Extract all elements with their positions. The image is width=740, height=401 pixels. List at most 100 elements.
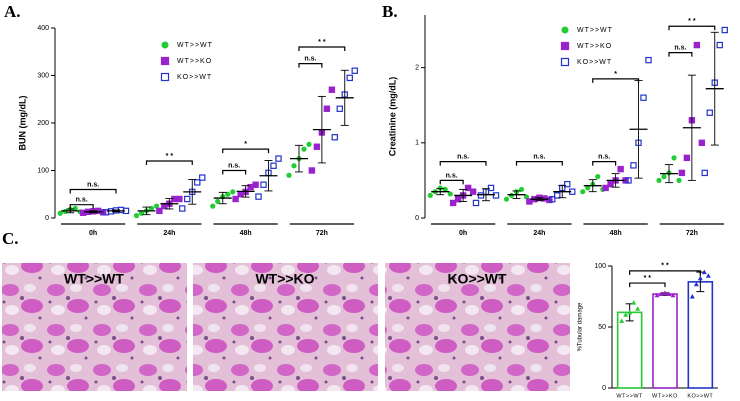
legend-label: WT>>KO: [177, 58, 212, 65]
data-point: [230, 189, 236, 195]
data-point: [160, 72, 170, 82]
significance-bracket: [439, 161, 487, 166]
data-point: [523, 194, 530, 200]
bar: [652, 293, 678, 389]
data-point: [291, 163, 297, 169]
y-axis-label: BUN (mg/dL): [17, 96, 27, 151]
data-point: [721, 26, 728, 34]
x-tick-label: 48h: [610, 230, 622, 237]
y-tick-label: 0: [415, 215, 419, 222]
x-tick-label: 48h: [240, 230, 252, 237]
histology-image: [2, 263, 187, 391]
significance-bracket: [592, 161, 617, 166]
data-point: [607, 180, 614, 188]
histology-image: [385, 263, 570, 391]
legend-label: KO>>WT: [577, 59, 612, 66]
significance-bracket: [668, 25, 716, 31]
data-point: [635, 306, 641, 311]
data-point: [225, 191, 231, 197]
bar: [616, 311, 643, 389]
data-point: [549, 196, 556, 203]
data-point: [585, 185, 591, 191]
data-point: [683, 154, 691, 162]
data-point: [564, 180, 571, 188]
data-point: [270, 162, 277, 169]
data-point: [671, 155, 677, 161]
significance-bracket: [439, 179, 464, 185]
data-point: [346, 74, 353, 82]
data-point: [194, 179, 201, 186]
data-point: [716, 41, 723, 49]
x-tick-label: KO>>WT: [687, 393, 713, 399]
data-point: [595, 174, 601, 180]
data-point: [351, 67, 358, 74]
significance-label: n.s.: [598, 153, 610, 160]
data-point: [640, 94, 647, 101]
data-point: [184, 195, 191, 203]
y-axis-label: Creatinine (mg/dL): [387, 77, 397, 157]
data-point: [706, 109, 713, 116]
data-point: [313, 143, 321, 150]
x-tick-label: 0h: [459, 230, 467, 237]
data-point: [179, 205, 186, 212]
significance-label: *: [244, 141, 247, 148]
data-point: [625, 177, 632, 184]
significance-bracket: [298, 63, 323, 68]
x-tick-label: WT>>WT: [616, 393, 643, 399]
histology-image: [193, 263, 378, 391]
image-title: WT>>KO: [255, 271, 314, 287]
y-tick-label: 0: [45, 215, 49, 222]
data-point: [331, 134, 338, 141]
legend-label: WT>>KO: [577, 43, 612, 50]
data-point: [255, 193, 262, 200]
data-point: [666, 291, 672, 297]
y-tick-label: 400: [37, 25, 49, 32]
data-point: [631, 300, 637, 305]
x-tick-label: 72h: [316, 230, 328, 237]
data-point: [199, 174, 206, 181]
data-point: [275, 155, 282, 162]
data-point: [492, 192, 500, 199]
data-point: [477, 192, 485, 199]
significance-label: n.s.: [446, 172, 458, 179]
data-point: [693, 41, 701, 49]
data-point: [336, 105, 343, 112]
y-tick-label: 100: [594, 263, 606, 270]
y-tick-label: 0: [602, 385, 606, 392]
data-point: [301, 146, 307, 152]
panel-label: A.: [4, 2, 21, 21]
data-point: [617, 165, 624, 173]
legend-label: WT>>WT: [577, 27, 613, 34]
data-point: [560, 41, 570, 51]
data-point: [623, 312, 629, 317]
data-point: [447, 191, 453, 197]
data-point: [161, 41, 169, 49]
panel-label: B.: [382, 2, 398, 21]
significance-label: n.s.: [76, 197, 88, 204]
data-point: [693, 281, 699, 287]
significance-label: n.s.: [304, 55, 316, 62]
data-point: [464, 184, 472, 192]
data-point: [260, 181, 267, 188]
y-tick-label: 50: [598, 324, 606, 331]
data-point: [153, 203, 160, 209]
x-tick-label: 72h: [686, 230, 698, 237]
data-point: [705, 273, 711, 278]
data-point: [328, 86, 336, 93]
x-tick-label: 0h: [89, 230, 97, 237]
significance-bracket: [298, 46, 346, 51]
significance-label: * *: [318, 39, 326, 46]
data-point: [306, 141, 312, 147]
y-tick-label: 300: [37, 72, 49, 79]
y-tick-label: 100: [37, 167, 49, 174]
data-point: [670, 292, 676, 298]
data-point: [487, 184, 495, 192]
image-title: WT>>WT: [64, 271, 124, 287]
data-point: [232, 195, 239, 203]
y-tick-label: 200: [37, 120, 49, 127]
significance-bracket: [629, 270, 701, 275]
data-point: [286, 172, 292, 178]
data-point: [308, 167, 316, 174]
significance-label: n.s.: [228, 162, 240, 169]
significance-bracket: [222, 169, 247, 175]
